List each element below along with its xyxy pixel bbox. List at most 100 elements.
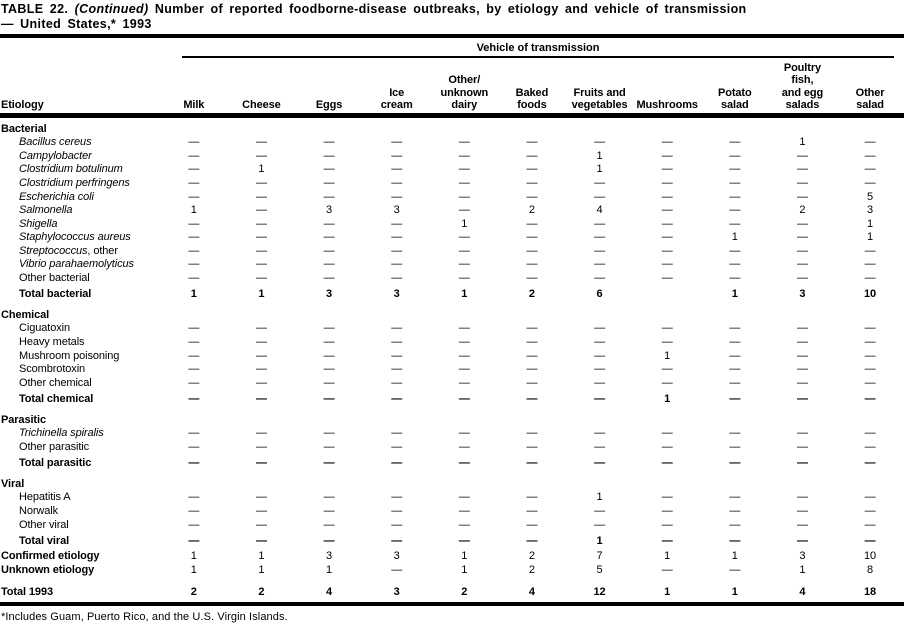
- etiology-label: Total parasitic: [19, 457, 92, 470]
- cell-other-salad: —: [864, 427, 876, 440]
- cell-other-salad: —: [864, 376, 876, 389]
- cell-baked-foods: —: [526, 535, 538, 548]
- cell-mushrooms: —: [661, 217, 673, 230]
- table-row: Ciguatoxin — — — — — — — — — — —: [0, 322, 904, 336]
- cell-potato-salad: —: [729, 393, 741, 406]
- cell-milk: —: [188, 504, 200, 517]
- cell-other-salad: 10: [863, 549, 877, 562]
- cell-milk: —: [188, 363, 200, 376]
- cell-ice-cream: —: [391, 491, 403, 504]
- cell-baked-foods: —: [526, 349, 538, 362]
- table-row: Mushroom poisoning — — — — — — — 1 — — —: [0, 349, 904, 363]
- cell-other-salad: —: [864, 244, 876, 257]
- cell-other-salad: —: [864, 335, 876, 348]
- cell-milk: —: [188, 217, 200, 230]
- etiology-label: Heavy metals: [19, 335, 85, 348]
- column-header-potato-salad: Potato salad: [718, 86, 752, 112]
- cell-fruits-and-vegetables: —: [594, 136, 606, 149]
- cell-ice-cream: —: [391, 149, 403, 162]
- table-row: Unknown etiology 1 1 1 — 1 2 5 — — 1 8: [0, 563, 904, 577]
- cell-fruits-and-vegetables: 7: [596, 549, 603, 562]
- cell-baked-foods: —: [526, 136, 538, 149]
- cell-other-salad: —: [864, 393, 876, 406]
- table-title-line1: TABLE 22. (Continued) Number of reported…: [1, 2, 904, 17]
- column-header-eggs: Eggs: [315, 99, 343, 112]
- cell-potato-salad: 1: [731, 231, 738, 244]
- cell-milk: —: [188, 518, 200, 531]
- etiology-label: Viral: [1, 477, 25, 490]
- cell-other-salad: —: [864, 136, 876, 149]
- cell-poultry-fish-and-egg-salads: —: [796, 190, 808, 203]
- cell-ice-cream: —: [391, 504, 403, 517]
- title-continued: (Continued): [74, 2, 149, 16]
- cell-ice-cream: —: [391, 190, 403, 203]
- cell-potato-salad: —: [729, 176, 741, 189]
- cell-potato-salad: —: [729, 491, 741, 504]
- cell-other-unknown-dairy: —: [458, 518, 470, 531]
- cell-mushrooms: —: [661, 504, 673, 517]
- cell-baked-foods: —: [526, 163, 538, 176]
- table-row: Parasitic: [0, 413, 904, 427]
- column-header-cheese: Cheese: [242, 99, 281, 112]
- cell-mushrooms: —: [661, 322, 673, 335]
- cell-fruits-and-vegetables: —: [594, 376, 606, 389]
- cell-other-unknown-dairy: —: [458, 535, 470, 548]
- cell-poultry-fish-and-egg-salads: 4: [799, 585, 806, 598]
- table-row: Trichinella spiralis — — — — — — — — — — —: [0, 426, 904, 440]
- cell-poultry-fish-and-egg-salads: —: [796, 163, 808, 176]
- cell-mushrooms: —: [661, 176, 673, 189]
- table-row: Total bacterial 1 1 3 3 1 2 6 1 3 10: [0, 288, 904, 302]
- cell-other-salad: —: [864, 322, 876, 335]
- cell-milk: —: [188, 427, 200, 440]
- cell-other-unknown-dairy: —: [458, 231, 470, 244]
- table-row: Hepatitis A — — — — — — 1 — — — —: [0, 491, 904, 505]
- cell-baked-foods: —: [526, 231, 538, 244]
- etiology-label: Mushroom poisoning: [19, 349, 120, 362]
- cell-other-salad: —: [864, 518, 876, 531]
- cell-mushrooms: —: [661, 136, 673, 149]
- cell-potato-salad: 1: [731, 549, 738, 562]
- cell-eggs: —: [323, 393, 335, 406]
- cell-mushrooms: —: [661, 535, 673, 548]
- cell-poultry-fish-and-egg-salads: —: [796, 457, 808, 470]
- cell-baked-foods: —: [526, 457, 538, 470]
- cell-fruits-and-vegetables: —: [594, 217, 606, 230]
- cell-eggs: —: [323, 163, 335, 176]
- cell-mushrooms: 1: [664, 393, 671, 406]
- cell-cheese: —: [255, 258, 267, 271]
- cell-fruits-and-vegetables: 1: [596, 491, 603, 504]
- table-row: Bacterial: [0, 122, 904, 136]
- cell-eggs: —: [323, 136, 335, 149]
- etiology-label: Parasitic: [1, 413, 46, 426]
- cell-fruits-and-vegetables: —: [594, 231, 606, 244]
- table-title-line2: — United States,* 1993: [1, 17, 152, 31]
- cell-potato-salad: —: [729, 363, 741, 376]
- table-row: Scombrotoxin — — — — — — — — — — —: [0, 362, 904, 376]
- title-rule: [0, 34, 904, 38]
- cell-milk: —: [188, 244, 200, 257]
- cell-cheese: 1: [258, 549, 265, 562]
- cell-potato-salad: —: [729, 564, 741, 577]
- table-title-block: TABLE 22. (Continued) Number of reported…: [0, 0, 904, 32]
- cell-milk: —: [188, 376, 200, 389]
- cell-other-salad: —: [864, 176, 876, 189]
- cell-poultry-fish-and-egg-salads: —: [796, 349, 808, 362]
- etiology-label: Other bacterial: [19, 271, 90, 284]
- cell-eggs: —: [323, 363, 335, 376]
- cell-other-unknown-dairy: 1: [461, 549, 468, 562]
- cell-potato-salad: —: [729, 244, 741, 257]
- table-row: Other bacterial — — — — — — — — — — —: [0, 271, 904, 285]
- cell-cheese: —: [255, 176, 267, 189]
- cell-baked-foods: —: [526, 440, 538, 453]
- cell-other-unknown-dairy: —: [458, 393, 470, 406]
- etiology-label: Ciguatoxin: [19, 322, 70, 335]
- cell-potato-salad: —: [729, 376, 741, 389]
- cell-fruits-and-vegetables: —: [594, 393, 606, 406]
- cell-other-salad: 18: [863, 585, 877, 598]
- cell-other-unknown-dairy: 1: [461, 564, 468, 577]
- etiology-label: Staphylococcus aureus: [19, 231, 131, 244]
- cell-milk: 1: [190, 204, 197, 217]
- cell-cheese: 1: [258, 288, 265, 301]
- cell-other-unknown-dairy: 2: [461, 585, 468, 598]
- cell-fruits-and-vegetables: 5: [596, 564, 603, 577]
